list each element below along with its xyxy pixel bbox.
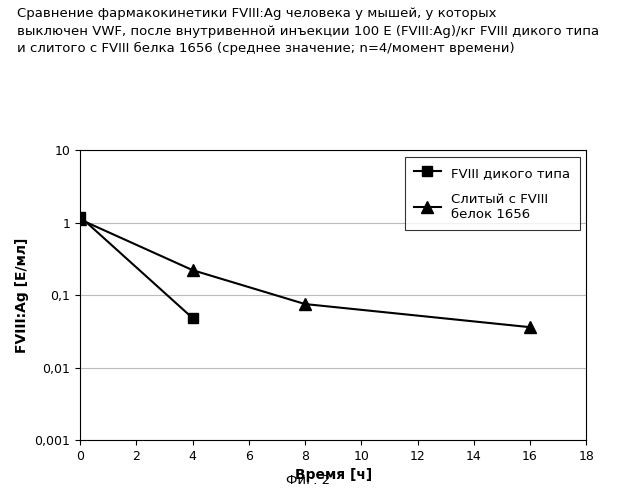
Legend: FVIII дикого типа, Слитый с FVIII
белок 1656: FVIII дикого типа, Слитый с FVIII белок … bbox=[405, 156, 579, 230]
X-axis label: Время [ч]: Время [ч] bbox=[294, 468, 372, 482]
Line: FVIII дикого типа: FVIII дикого типа bbox=[75, 212, 197, 323]
Слитый с FVIII
белок 1656 bbox=[301, 301, 308, 307]
FVIII дикого типа bbox=[77, 214, 84, 220]
Text: Фиг. 2: Фиг. 2 bbox=[286, 474, 331, 488]
Text: Сравнение фармакокинетики FVIII:Ag человека у мышей, у которых
выключен VWF, пос: Сравнение фармакокинетики FVIII:Ag челов… bbox=[17, 8, 600, 54]
Слитый с FVIII
белок 1656 bbox=[189, 267, 196, 273]
Line: Слитый с FVIII
белок 1656: Слитый с FVIII белок 1656 bbox=[75, 214, 536, 332]
Слитый с FVIII
белок 1656 bbox=[526, 324, 534, 330]
FVIII дикого типа bbox=[189, 315, 196, 321]
Слитый с FVIII
белок 1656 bbox=[77, 216, 84, 222]
Y-axis label: FVIII:Ag [Е/мл]: FVIII:Ag [Е/мл] bbox=[15, 238, 29, 352]
